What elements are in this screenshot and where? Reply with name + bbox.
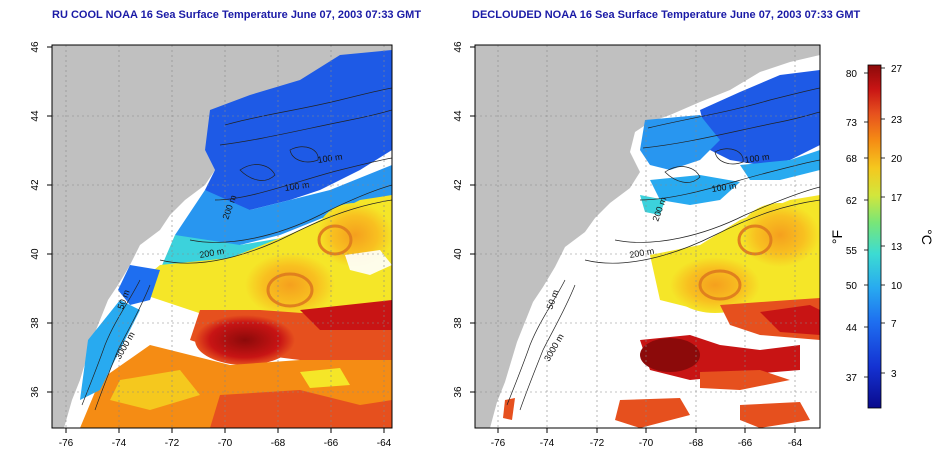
left-bathymetry-contours [81,87,392,411]
fahrenheit-tick: 62 [846,196,858,207]
celsius-unit-label: °C [919,229,935,245]
fahrenheit-tick: 68 [846,154,858,165]
fahrenheit-tick: 37 [846,373,858,384]
left-x-tick: -76 [59,438,74,449]
celsius-tick: 3 [891,369,897,380]
right-x-tick: -66 [738,438,753,449]
left-contour-label-3: 200 m [199,246,225,260]
left-y-tick: 36 [30,386,41,398]
right-contour-label-2: 100 m [711,181,737,194]
left-map-title: RU COOL NOAA 16 Sea Surface Temperature … [52,9,422,21]
left-x-tick: -68 [271,438,286,449]
temperature-colorbar: 80 73 68 62 55 50 44 37 27 23 20 17 13 1… [829,64,935,409]
fahrenheit-tick: 50 [846,281,858,292]
left-y-tick: 40 [30,248,41,260]
right-x-tick: -72 [590,438,605,449]
colorbar-gradient [867,64,882,409]
left-y-tick: 38 [30,317,41,329]
celsius-tick: 20 [891,154,903,165]
celsius-tick: 23 [891,115,903,126]
fahrenheit-tick: 73 [846,118,858,129]
left-x-tick: -64 [377,438,392,449]
right-y-tick: 44 [453,110,464,122]
right-y-tick: 38 [453,317,464,329]
right-contour-label-3: 200 m [629,246,655,260]
left-land [52,45,392,428]
right-y-tick: 40 [453,248,464,260]
left-contour-label-2: 100 m [284,180,310,193]
left-y-tick: 44 [30,110,41,122]
fahrenheit-tick: 55 [846,246,858,257]
right-y-tick: 36 [453,386,464,398]
right-x-tick: -70 [639,438,654,449]
left-y-tick: 42 [30,179,41,191]
left-y-tick: 46 [30,41,41,53]
left-x-tick: -66 [324,438,339,449]
right-map-title: DECLOUDED NOAA 16 Sea Surface Temperatur… [472,9,861,21]
left-x-tick: -70 [218,438,233,449]
celsius-tick: 17 [891,193,903,204]
right-contour-label-1: 100 m [744,152,770,165]
celsius-tick: 13 [891,242,903,253]
right-y-tick: 46 [453,41,464,53]
fahrenheit-tick: 80 [846,69,858,80]
celsius-tick: 7 [891,319,897,330]
left-contour-label-1: 100 m [317,152,343,165]
right-x-tick: -68 [689,438,704,449]
fahrenheit-unit-label: °F [829,230,845,244]
left-x-tick: -74 [112,438,127,449]
right-x-tick: -64 [788,438,803,449]
right-y-tick: 42 [453,179,464,191]
left-x-tick: -72 [165,438,180,449]
right-bathymetry-contours [506,87,820,411]
left-map-panel: 100 m 100 m 200 m 200 m 50 m 3000 m [30,41,393,449]
right-map-panel: 100 m 100 m 200 m 200 m 50 m 3000 m [453,41,821,449]
celsius-tick: 27 [891,64,903,75]
right-land [475,45,820,428]
celsius-tick: 10 [891,281,903,292]
right-x-tick: -74 [540,438,555,449]
fahrenheit-tick: 44 [846,323,858,334]
right-x-tick: -76 [491,438,506,449]
